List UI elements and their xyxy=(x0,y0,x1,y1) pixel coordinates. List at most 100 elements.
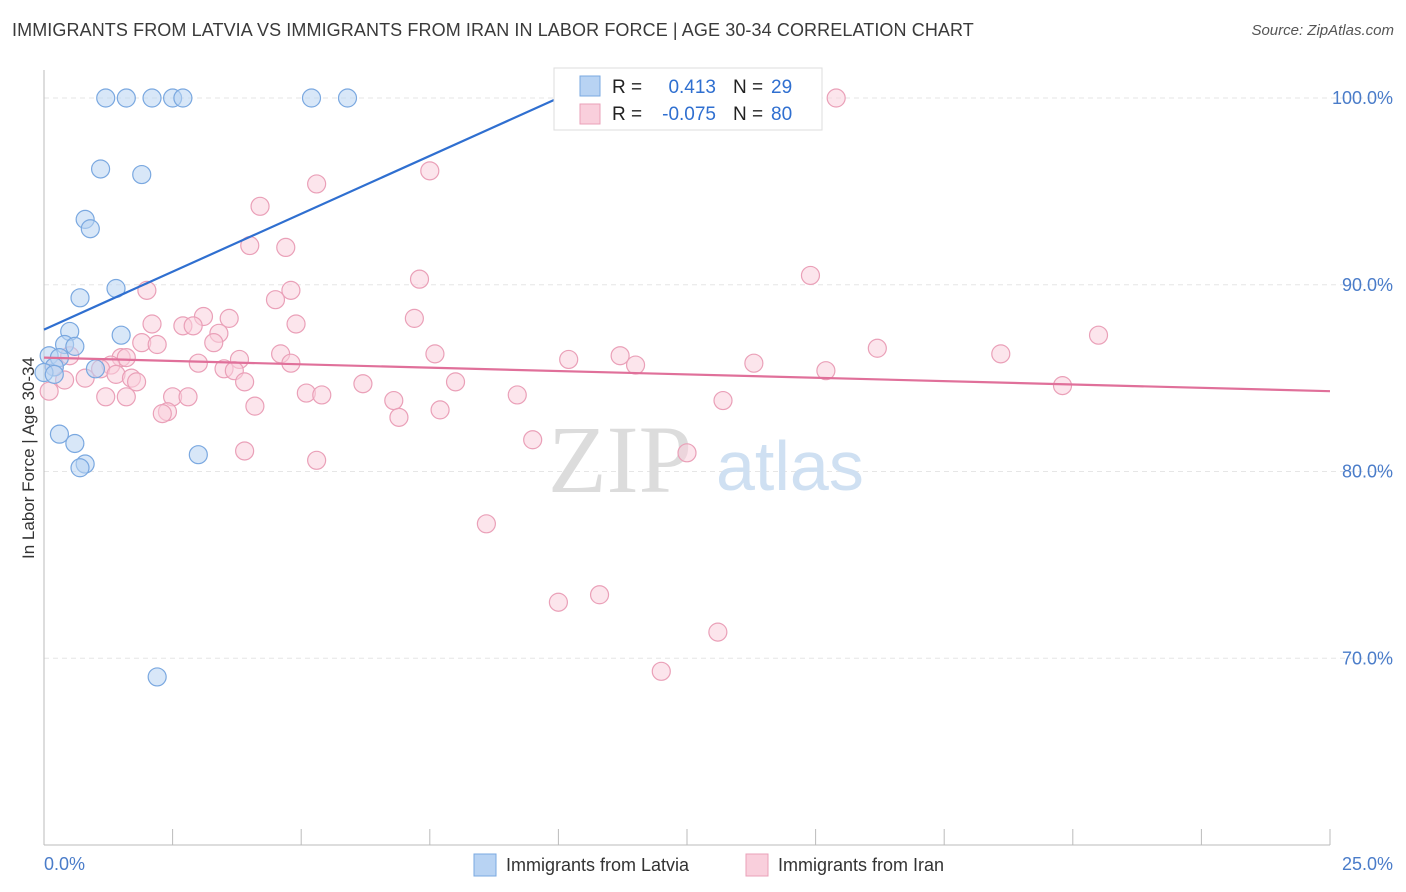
latvia-point-5 xyxy=(301,88,322,108)
bottom-legend-swatch-latvia xyxy=(473,853,497,877)
iran-point-28 xyxy=(425,344,445,364)
latvia-point-24 xyxy=(65,433,85,454)
iran-point-71 xyxy=(307,450,327,470)
latvia-point-28 xyxy=(147,667,167,687)
latvia-point-4 xyxy=(173,88,193,108)
legend-r-label-iran: R = xyxy=(612,104,642,125)
legend-n-label-latvia: N = xyxy=(733,77,763,98)
iran-point-7 xyxy=(800,265,821,286)
iran-point-18 xyxy=(183,316,203,336)
iran-point-35 xyxy=(744,353,764,373)
legend-swatch-iran xyxy=(579,103,601,125)
iran-point-70 xyxy=(677,443,697,463)
iran-point-25 xyxy=(991,344,1011,364)
iran-point-36 xyxy=(188,353,208,373)
iran-point-76 xyxy=(651,661,671,681)
bottom-legend-iran: Immigrants from Iran xyxy=(778,855,944,875)
legend-r-label-latvia: R = xyxy=(612,77,642,98)
iran-point-74 xyxy=(589,585,610,605)
iran-point-2 xyxy=(420,161,440,181)
latvia-point-12 xyxy=(70,288,90,308)
x-tick-label-0: 0.0% xyxy=(44,854,85,874)
trend-line-iran xyxy=(43,356,1331,393)
latvia-point-27 xyxy=(70,458,90,478)
iran-point-21 xyxy=(204,333,224,353)
legend-swatch-latvia xyxy=(579,75,601,97)
iran-point-6 xyxy=(276,237,296,258)
watermark-atlas: atlas xyxy=(716,427,864,505)
iran-point-48 xyxy=(126,372,147,392)
latvia-point-6 xyxy=(337,88,358,108)
iran-point-1 xyxy=(826,88,846,108)
x-tick-labels: 0.0% 25.0% xyxy=(44,854,1393,874)
iran-point-73 xyxy=(548,592,569,612)
iran-point-4 xyxy=(250,196,270,216)
y-tick-label-3: 100.0% xyxy=(1332,88,1393,108)
iran-point-56 xyxy=(507,385,527,405)
iran-point-67 xyxy=(389,407,409,427)
latvia-point-0 xyxy=(96,88,116,108)
latvia-point-14 xyxy=(111,325,131,345)
y-tick-label-2: 90.0% xyxy=(1342,275,1393,295)
iran-point-64 xyxy=(430,400,450,420)
bottom-legend: Immigrants from Latvia Immigrants from I… xyxy=(473,853,944,877)
iran-point-62 xyxy=(713,390,733,411)
iran-point-13 xyxy=(219,308,239,328)
iran-point-63 xyxy=(245,396,265,416)
y-axis-label: In Labor Force | Age 30-34 xyxy=(19,357,38,559)
legend-r-iran: -0.075 xyxy=(662,104,716,125)
y-tick-label-0: 70.0% xyxy=(1342,648,1393,668)
trend-lines xyxy=(43,97,1331,393)
iran-point-29 xyxy=(610,346,630,366)
latvia-point-16 xyxy=(65,336,85,356)
iran-point-61 xyxy=(384,390,404,411)
axes xyxy=(43,70,1331,846)
iran-point-14 xyxy=(404,308,424,328)
iran-point-34 xyxy=(625,355,646,375)
iran-point-50 xyxy=(353,374,373,394)
iran-point-11 xyxy=(265,290,286,310)
iran-point-68 xyxy=(523,430,543,450)
iran-point-15 xyxy=(142,314,162,334)
legend-n-latvia: 29 xyxy=(771,77,792,98)
legend-r-latvia: 0.413 xyxy=(668,77,716,98)
y-tick-labels: 70.0% 80.0% 90.0% 100.0% xyxy=(1332,88,1393,668)
latvia-point-22 xyxy=(44,364,64,384)
iran-point-66 xyxy=(152,404,172,424)
x-tick-label-1: 25.0% xyxy=(1342,854,1393,874)
iran-point-52 xyxy=(1052,376,1073,396)
latvia-point-23 xyxy=(49,424,70,444)
watermark-zip: ZIP xyxy=(548,406,692,513)
bottom-legend-latvia: Immigrants from Latvia xyxy=(506,855,690,875)
series-latvia xyxy=(34,88,358,687)
source-credit: Source: ZipAtlas.com xyxy=(1251,22,1394,39)
chart-title: IMMIGRANTS FROM LATVIA VS IMMIGRANTS FRO… xyxy=(12,20,974,40)
series-iran xyxy=(39,88,1109,681)
iran-point-42 xyxy=(816,361,836,381)
iran-point-55 xyxy=(312,385,332,405)
iran-point-59 xyxy=(96,387,116,407)
trend-line-latvia xyxy=(43,97,559,331)
latvia-point-25 xyxy=(188,445,208,465)
iran-point-53 xyxy=(39,381,59,401)
bottom-legend-swatch-iran xyxy=(745,853,769,877)
iran-point-72 xyxy=(476,514,496,534)
latvia-point-2 xyxy=(142,88,162,108)
iran-point-8 xyxy=(409,269,430,289)
latvia-point-7 xyxy=(90,159,111,179)
legend-n-label-iran: N = xyxy=(733,104,763,125)
iran-point-16 xyxy=(286,314,306,334)
iran-point-75 xyxy=(708,622,728,642)
latvia-point-1 xyxy=(116,88,136,108)
iran-point-69 xyxy=(235,441,255,461)
y-tick-label-1: 80.0% xyxy=(1342,462,1393,482)
iran-point-49 xyxy=(235,372,255,392)
legend-n-iran: 80 xyxy=(771,104,792,125)
latvia-point-10 xyxy=(80,219,100,239)
iran-point-24 xyxy=(867,338,887,358)
iran-point-33 xyxy=(559,349,579,370)
iran-point-60 xyxy=(116,387,136,407)
iran-point-58 xyxy=(178,387,198,407)
iran-point-20 xyxy=(1088,325,1109,345)
